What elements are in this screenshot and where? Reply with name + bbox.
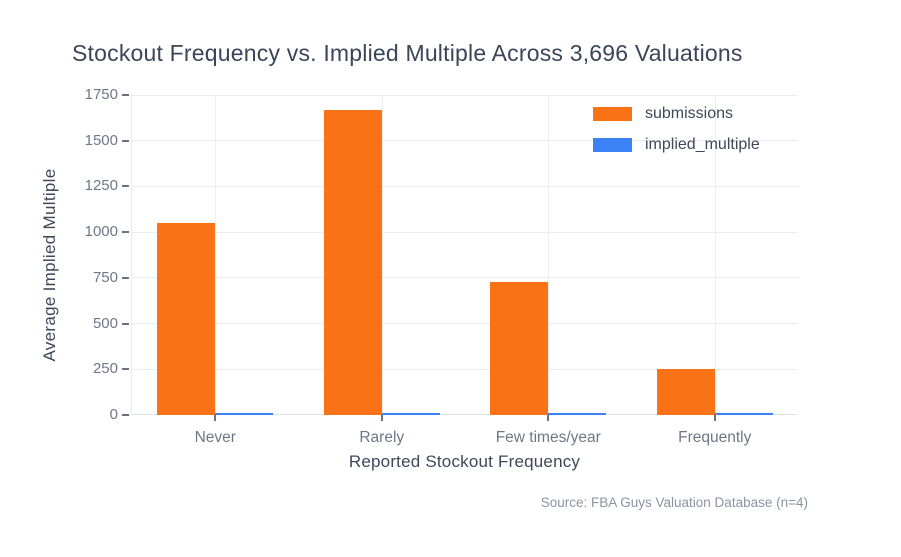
category-slot-rarely: Rarely (299, 95, 466, 446)
y-tick-mark (122, 322, 129, 325)
y-tick-mark (122, 231, 129, 234)
bar-submissions-2 (323, 110, 382, 415)
bar-submissions-3 (490, 281, 549, 415)
gridline-y-500 (132, 323, 798, 325)
gridline-y-750 (132, 277, 798, 279)
y-tick-label: 1000 (84, 223, 118, 241)
category-slot-never: Never (132, 95, 299, 446)
category-slot-few-times-year: Few times/year (465, 95, 632, 446)
legend-swatch-submissions (593, 107, 632, 121)
legend-swatch-implied-multiple (593, 138, 632, 152)
y-tick-mark (122, 94, 129, 96)
y-tick-label: 1250 (84, 177, 118, 195)
legend-item-submissions[interactable]: submissions (593, 105, 760, 123)
plot-area: 0 250 500 750 1000 1250 1500 1750 Never Rarely Few… (85, 86, 799, 446)
gridline-y-1000 (132, 231, 798, 233)
x-axis-title: Reported Stockout Frequency (348, 452, 581, 471)
x-tick-mark (214, 415, 217, 421)
chart-title: Stockout Frequency vs. Implied Multiple … (72, 40, 743, 66)
x-tick-label: Rarely (359, 429, 405, 446)
y-tick-label: 1500 (84, 131, 118, 149)
y-tick-mark (122, 185, 129, 188)
gridline-x (381, 95, 383, 415)
y-axis-title: Average Implied Multiple (40, 168, 59, 362)
y-tick-mark (122, 276, 129, 279)
x-tick-mark (547, 415, 550, 421)
legend-item-implied-multiple[interactable]: implied_multiple (593, 136, 760, 154)
bar-implied_multiple-4 (714, 412, 773, 415)
gridline-y-1750 (132, 94, 798, 96)
bar-implied_multiple-1 (215, 412, 274, 415)
legend-label-submissions: submissions (645, 105, 734, 122)
x-tick-mark (380, 415, 383, 421)
gridline-y-250 (132, 368, 798, 370)
gridline-x (548, 95, 550, 415)
y-tick-label: 0 (109, 406, 118, 423)
gridline-y-1500 (132, 140, 798, 142)
bar-implied_multiple-2 (381, 412, 440, 415)
x-tick-label: Never (194, 429, 236, 446)
y-tick-label: 1750 (84, 86, 118, 103)
x-tick-mark (713, 415, 716, 421)
gridline-x (215, 95, 217, 415)
y-tick-label: 750 (92, 268, 118, 286)
x-tick-label: Few times/year (495, 429, 601, 446)
y-tick-label: 500 (92, 314, 118, 332)
x-tick-label: Frequently (678, 429, 752, 446)
y-tick-label: 250 (92, 360, 118, 378)
legend-label-implied-multiple: implied_multiple (645, 136, 760, 153)
gridline-y-0 (132, 414, 798, 415)
gridline-x (714, 95, 716, 415)
bar-submissions-4 (656, 369, 715, 415)
bar-submissions-1 (157, 223, 216, 415)
bar-implied_multiple-3 (548, 412, 607, 415)
y-tick-mark (122, 139, 129, 142)
source-note: Source: FBA Guys Valuation Database (n=4… (540, 495, 808, 510)
legend: submissions implied_multiple (593, 105, 760, 154)
y-tick-mark (122, 368, 129, 371)
y-tick-mark (122, 414, 129, 416)
gridline-y-1250 (132, 185, 798, 187)
category-slot-frequently: Frequently (632, 95, 799, 446)
